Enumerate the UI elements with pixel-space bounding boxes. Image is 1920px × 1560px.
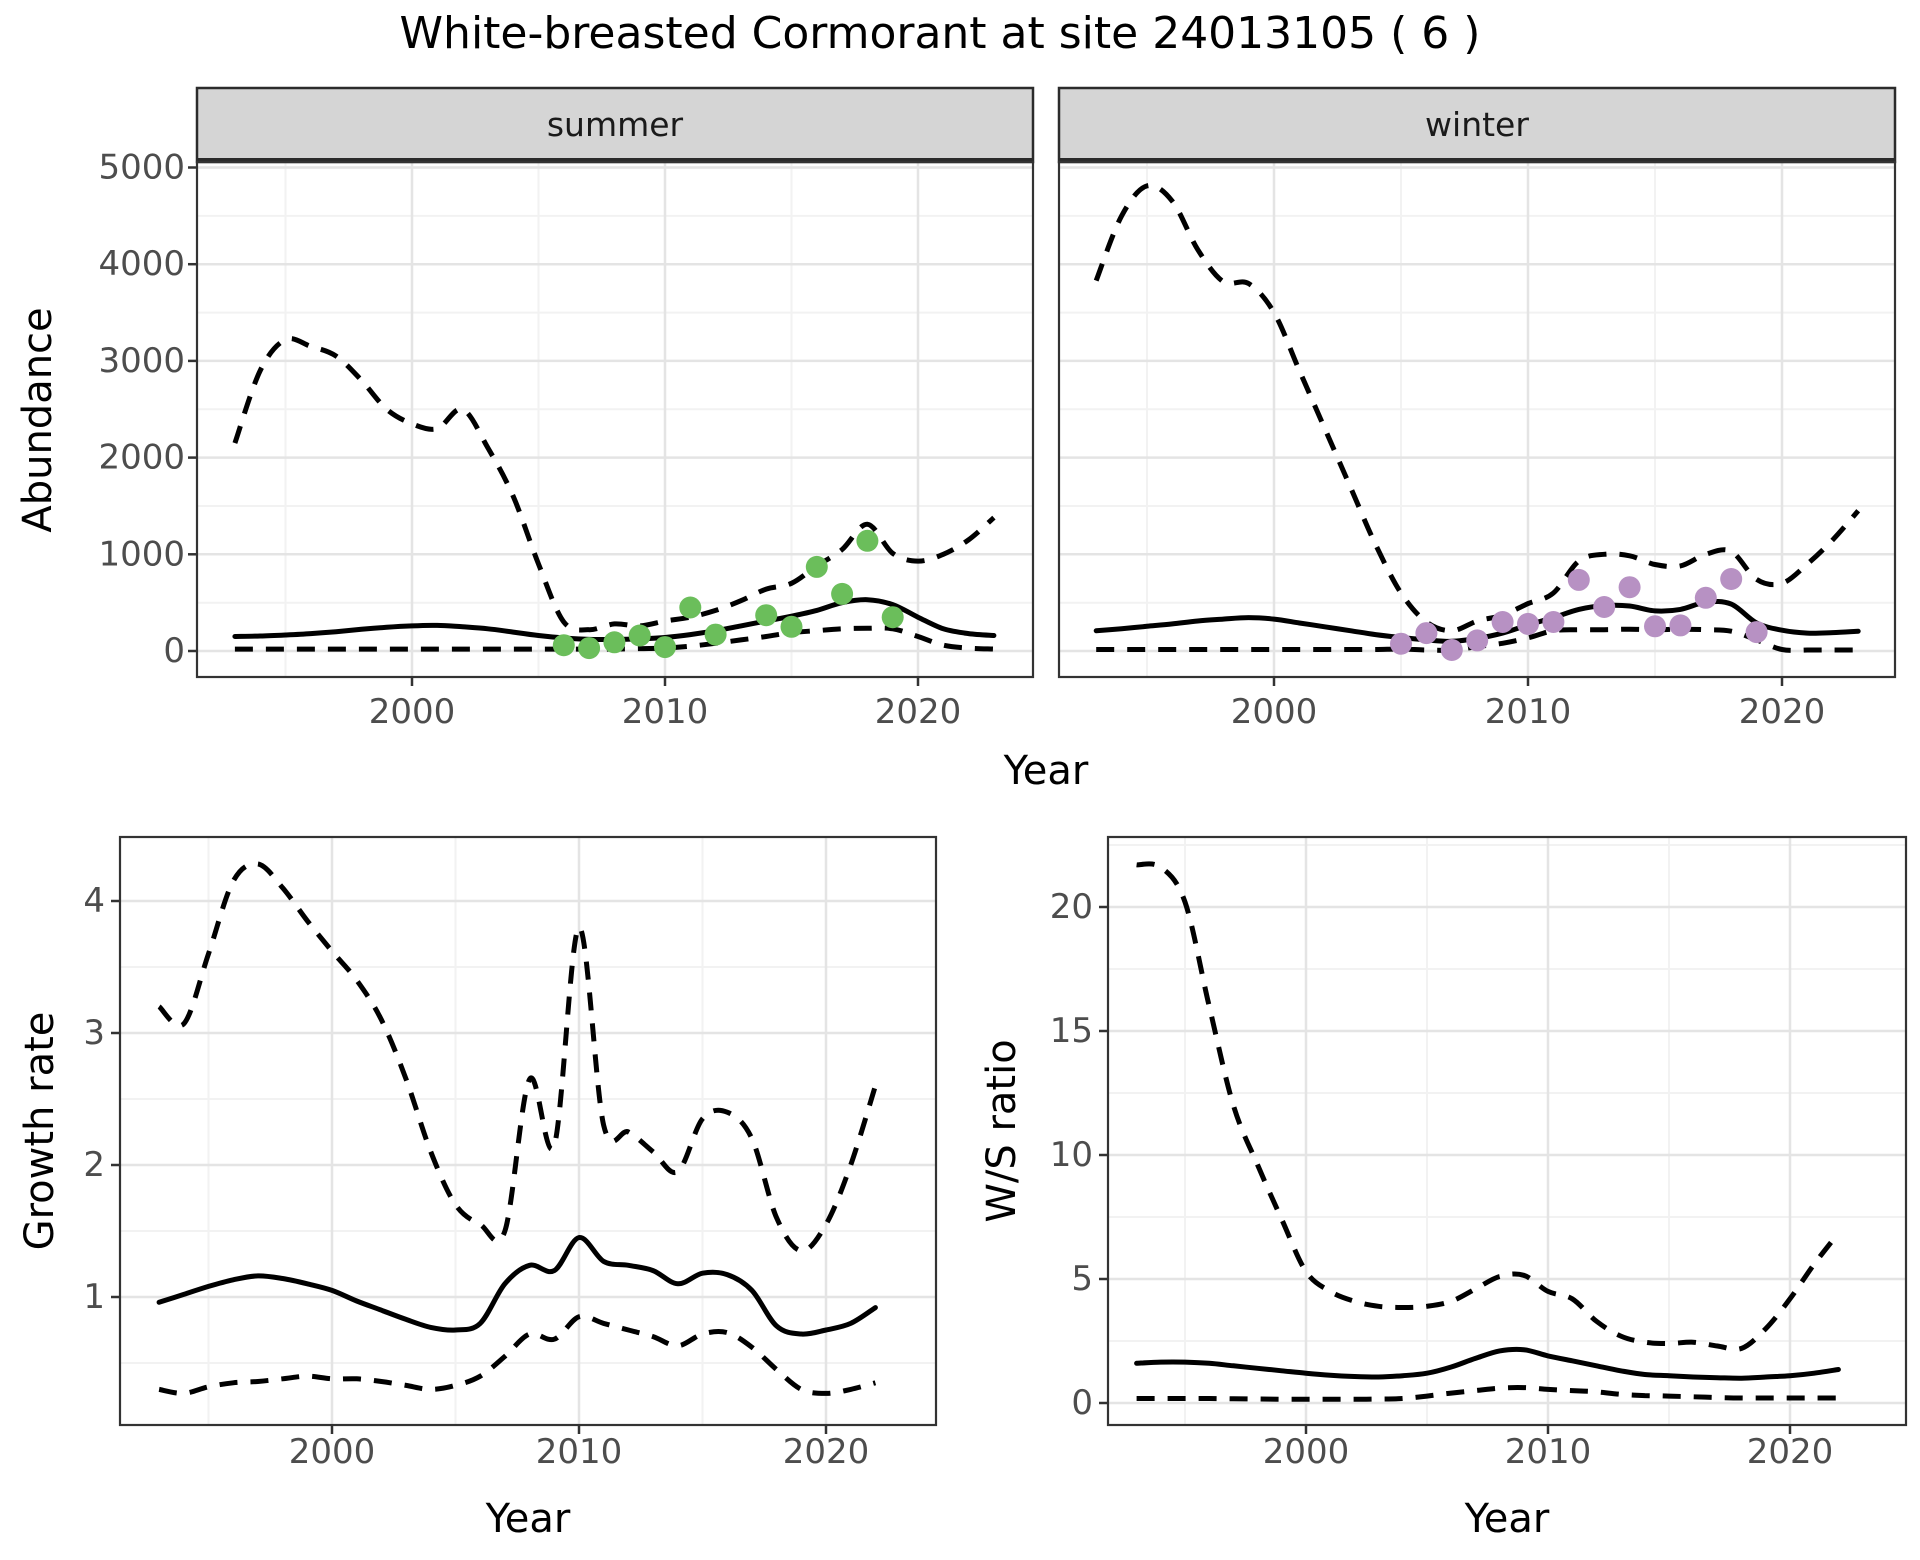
growth-y-tick-label: 1	[83, 1277, 105, 1317]
ws-x-tick-label: 2020	[1747, 1432, 1834, 1472]
growth-estimate-line	[156, 1235, 878, 1337]
figure-title: White-breasted Cormorant at site 2401310…	[399, 8, 1481, 59]
winter-observed-point	[1466, 629, 1489, 652]
y-axis-title-ws-ratio: W/S ratio	[979, 1039, 1025, 1223]
summer-observed-point	[805, 555, 828, 578]
growth-x-tick-label: 2000	[289, 1432, 376, 1472]
summer-observed-point	[679, 596, 702, 619]
winter-observed-point	[1440, 639, 1463, 661]
summer-observed-point	[704, 623, 727, 646]
growth-series	[156, 861, 878, 1396]
winter-observed-point	[1491, 611, 1514, 633]
winter-observed-point	[1390, 632, 1412, 655]
summer-y-tick-label: 4000	[98, 244, 185, 284]
winter-x-tick-label: 2000	[1231, 692, 1318, 732]
x-axis-title-year-growth: Year	[485, 1496, 571, 1542]
panel-summer: 2000 2010 2020 0 1000 2000 3000 4000 5000	[98, 86, 1035, 733]
summer-observed-point	[552, 634, 575, 657]
winter-observed-points	[1390, 568, 1768, 661]
growth-lower_95ci-line	[158, 1313, 877, 1396]
growth-x-tick-label: 2010	[536, 1432, 623, 1472]
growth-upper_95ci-line	[157, 861, 878, 1254]
summer-observed-point	[654, 636, 676, 659]
summer-observed-point	[628, 624, 651, 647]
winter-observed-point	[1644, 615, 1666, 638]
summer-panel-background	[197, 162, 1033, 677]
ws-x-tick-label: 2010	[1505, 1432, 1592, 1472]
summer-y-tick-label: 2000	[98, 438, 185, 478]
summer-axis: 2000 2010 2020 0 1000 2000 3000 4000 5000	[98, 148, 961, 733]
growth-gridlines	[120, 837, 936, 1425]
panel-winter: 2000 2010 2020	[1057, 86, 1897, 732]
ws-estimate-line	[1134, 1346, 1841, 1381]
y-axis-title-abundance: Abundance	[15, 307, 61, 533]
growth-panel-border	[118, 835, 938, 1427]
summer-y-tick-label: 5000	[98, 148, 185, 188]
winter-observed-point	[1567, 568, 1590, 591]
growth-y-tick-label: 3	[83, 1013, 105, 1053]
ws-lower_95ci-line	[1136, 1385, 1839, 1402]
summer-observed-point	[578, 637, 601, 660]
facet-strip-label-summer: summer	[546, 105, 684, 144]
summer-observed-point	[881, 606, 904, 629]
winter-panel-background	[1059, 162, 1895, 677]
ws-gridlines	[1108, 837, 1906, 1425]
growth-y-tick-label: 4	[83, 881, 105, 921]
summer-observed-point	[856, 529, 879, 552]
growth-y-tick-label: 2	[83, 1145, 105, 1185]
panel-growth: 2000 2010 2020 1 2 3 4	[83, 835, 938, 1472]
ws-panel-background	[1108, 837, 1906, 1425]
ws-y-tick-label: 20	[1050, 887, 1093, 927]
winter-observed-point	[1745, 621, 1768, 644]
summer-observed-point	[603, 631, 626, 654]
summer-observed-point	[780, 615, 803, 638]
winter-panel-border	[1057, 160, 1897, 679]
growth-axis: 2000 2010 2020 1 2 3 4	[83, 881, 869, 1472]
winter-axis: 2000 2010 2020	[1231, 677, 1826, 732]
winter-observed-point	[1694, 586, 1717, 609]
summer-facet-strip	[195, 86, 1035, 164]
summer-observed-points	[552, 529, 904, 660]
ws-y-tick-label: 5	[1071, 1259, 1093, 1299]
summer-observed-point	[831, 582, 854, 605]
winter-observed-point	[1517, 612, 1539, 635]
summer-y-tick-label: 0	[163, 631, 185, 671]
panel-ws: 2000 2010 2020 0 5 10 15 20	[1050, 835, 1908, 1472]
growth-panel-background	[120, 837, 936, 1425]
summer-y-tick-label: 1000	[98, 534, 185, 574]
ws-x-tick-label: 2000	[1263, 1432, 1350, 1472]
y-axis-title-growth-rate: Growth rate	[17, 1011, 63, 1251]
ws-y-tick-label: 15	[1050, 1011, 1093, 1051]
x-axis-title-year-ws: Year	[1464, 1496, 1550, 1542]
winter-observed-point	[1618, 576, 1641, 599]
summer-observed-point	[755, 604, 778, 627]
winter-x-tick-label: 2020	[1739, 692, 1826, 732]
winter-observed-point	[1415, 622, 1438, 645]
ws-y-tick-label: 10	[1050, 1135, 1093, 1175]
winter-observed-point	[1542, 611, 1565, 633]
winter-observed-point	[1669, 614, 1692, 637]
summer-y-tick-label: 3000	[98, 341, 185, 381]
growth-x-tick-label: 2020	[783, 1432, 870, 1472]
winter-x-tick-label: 2010	[1485, 692, 1572, 732]
summer-gridlines	[197, 162, 1033, 677]
ws-upper_95ci-line	[1136, 861, 1841, 1352]
summer-x-tick-label: 2020	[875, 692, 962, 732]
ws-y-tick-label: 0	[1071, 1383, 1093, 1423]
summer-panel-border	[195, 160, 1035, 679]
winter-observed-point	[1720, 568, 1743, 590]
winter-gridlines	[1059, 162, 1895, 677]
facet-strip-label-winter: winter	[1425, 105, 1529, 144]
ws-series	[1134, 861, 1841, 1402]
winter-observed-point	[1593, 596, 1616, 618]
ws-panel-border	[1106, 835, 1908, 1427]
summer-x-tick-label: 2000	[369, 692, 456, 732]
ws-axis: 2000 2010 2020 0 5 10 15 20	[1050, 887, 1834, 1472]
summer-upper_95ci-line	[232, 336, 996, 633]
x-axis-title-year-top: Year	[1003, 748, 1089, 794]
summer-x-tick-label: 2010	[622, 692, 709, 732]
